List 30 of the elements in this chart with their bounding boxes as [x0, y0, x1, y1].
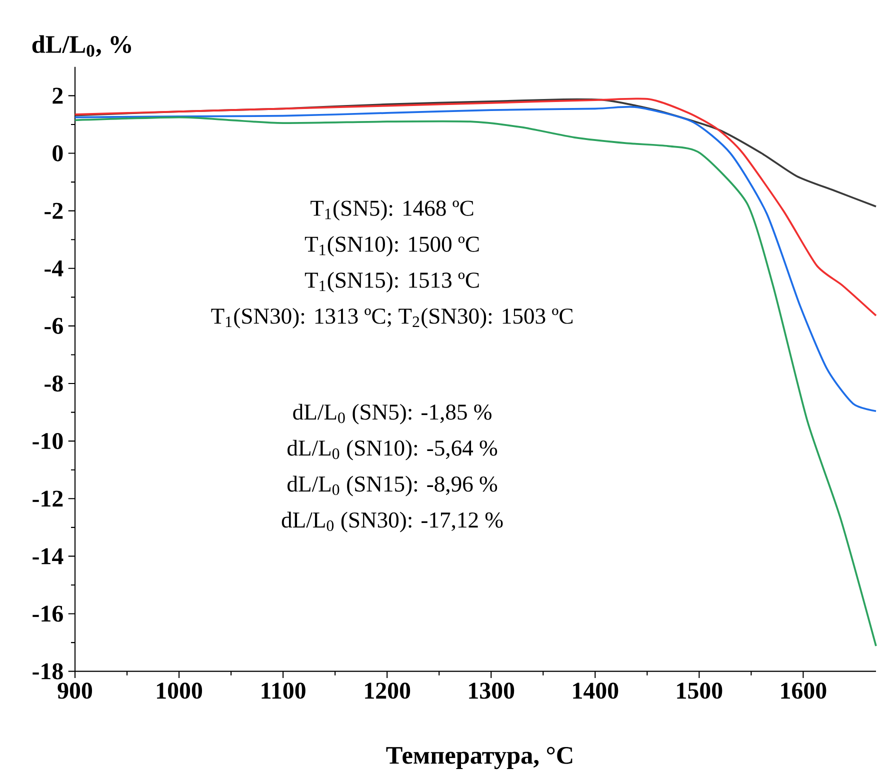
- annotation: T$_{1}$(SN5): 1468 ºC: [310, 200, 474, 220]
- x-axis-title: Температура, °C: [386, 746, 572, 770]
- x-tick-label: 1100: [262, 682, 306, 699]
- x-tick-label: 1600: [781, 682, 826, 699]
- y-tick-label: -4: [44, 260, 64, 276]
- y-tick-label: -18: [32, 663, 63, 680]
- x-tick-label: 1500: [677, 682, 722, 699]
- y-tick-label: -2: [44, 202, 63, 219]
- annotation: dL/L$_{0}$ (SN5): -1,85 %: [293, 404, 492, 424]
- y-tick-label: 0: [52, 145, 63, 162]
- annotation: T$_{1}$(SN10): 1500 ºC: [304, 236, 479, 256]
- y-tick-label: -14: [32, 548, 64, 564]
- annotation: T$_{1}$(SN15): 1513 ºC: [304, 272, 479, 292]
- x-tick-label: 1300: [469, 682, 514, 699]
- annotation: dL/L$_{0}$ (SN30): -17,12 %: [282, 512, 503, 532]
- line-series: [74, 116, 877, 647]
- y-tick-label: -10: [32, 433, 63, 450]
- y-tick-label: -12: [32, 490, 63, 507]
- x-tick-label: 1400: [573, 682, 618, 699]
- y-axis-title: dL/L$_{0}$, %: [32, 35, 132, 57]
- y-tick-label: -16: [32, 606, 63, 622]
- annotation: dL/L$_{0}$ (SN15): -8,96 %: [288, 476, 498, 496]
- annotation: dL/L$_{0}$ (SN10): -5,64 %: [288, 440, 498, 460]
- y-tick-label: -8: [44, 375, 63, 392]
- x-tick-label: 900: [58, 682, 92, 699]
- x-tick-label: 1200: [365, 682, 410, 699]
- x-tick-label: 1000: [157, 682, 202, 699]
- annotation: T$_{1}$(SN30): 1313 ºC; T$_{2}$(SN30): 1503 ºC: [211, 308, 573, 328]
- y-tick-label: 2: [52, 88, 63, 104]
- y-tick-label: -6: [44, 318, 63, 334]
